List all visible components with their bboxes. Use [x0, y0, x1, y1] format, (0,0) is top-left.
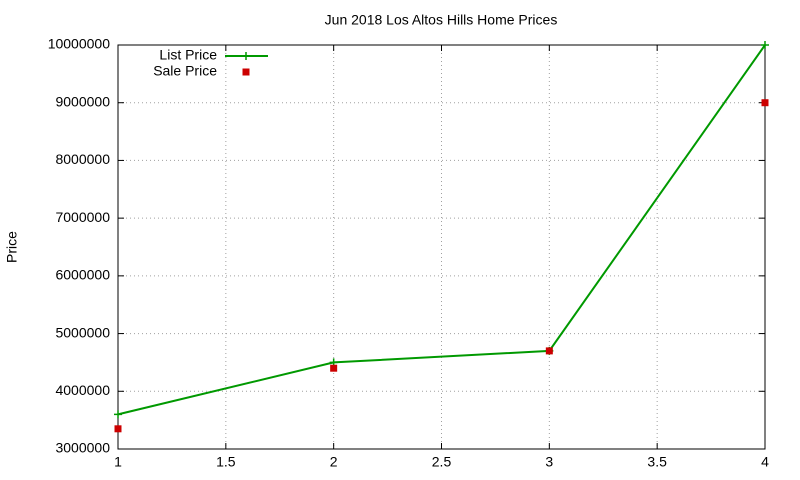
data-point: [114, 425, 122, 433]
y-tick-label: 8000000: [55, 151, 110, 167]
x-tick-label: 1.5: [216, 454, 236, 470]
x-tick-label: 3.5: [647, 454, 667, 470]
x-tick-label: 2: [330, 454, 338, 470]
y-tick-label: 3000000: [55, 440, 110, 456]
series-line: [117, 44, 766, 416]
y-tick-label: 6000000: [55, 267, 110, 283]
y-tick-label: 9000000: [55, 93, 110, 109]
y-axis-label: Price: [4, 231, 20, 263]
y-tick-label: 4000000: [55, 382, 110, 398]
x-tick-label: 4: [761, 454, 769, 470]
x-tick-label: 3: [545, 454, 553, 470]
data-point: [114, 410, 122, 419]
x-tick-label: 2.5: [432, 454, 452, 470]
y-tick-label: 10000000: [48, 36, 111, 52]
chart-title: Jun 2018 Los Altos Hills Home Prices: [325, 12, 558, 28]
data-point: [761, 99, 769, 107]
legend-marker: [242, 68, 250, 76]
plot-border: [117, 44, 766, 450]
data-point: [761, 41, 769, 49]
legend-marker: [242, 52, 250, 60]
data-point: [545, 347, 553, 355]
x-tick-label: 1: [114, 454, 122, 470]
y-tick-label: 5000000: [55, 324, 110, 340]
data-point: [330, 364, 338, 372]
legend-label: List Price: [159, 47, 217, 63]
legend-label: Sale Price: [153, 63, 217, 79]
y-tick-label: 7000000: [55, 209, 110, 225]
